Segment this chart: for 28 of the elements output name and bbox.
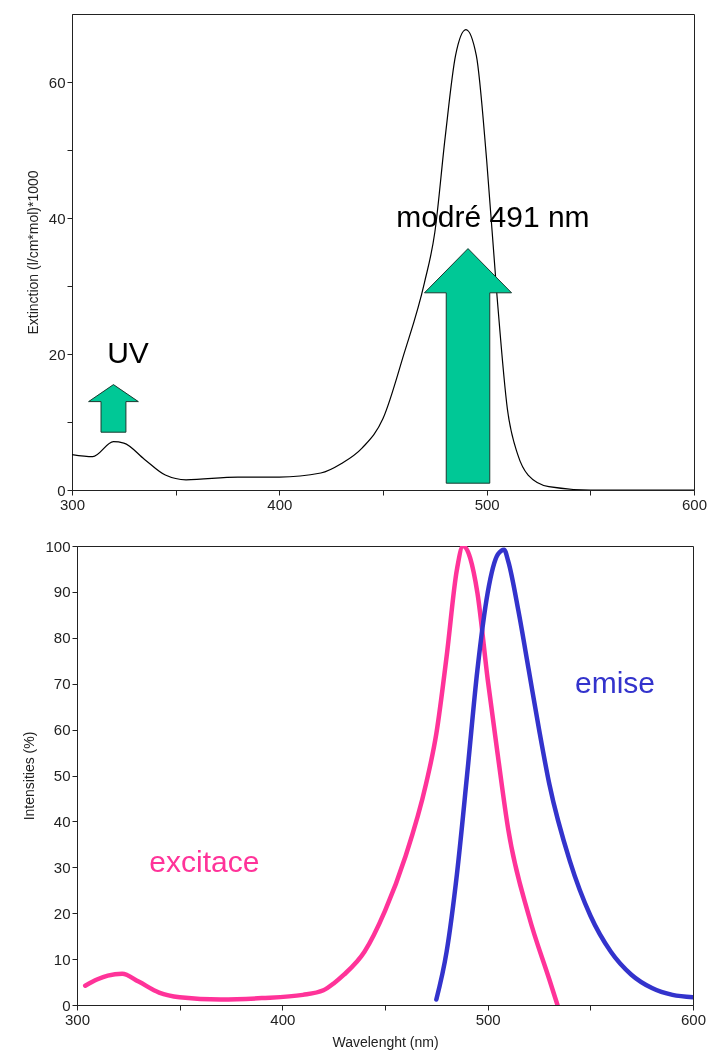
y-tick-label: 20	[53, 904, 71, 922]
y-tick-label: 10	[53, 950, 71, 968]
y-tick-label: 40	[48, 209, 66, 227]
x-tick-label: 400	[270, 1010, 296, 1028]
y-axis-title: Extinction (l/cm*mol)*1000	[24, 170, 41, 335]
y-tick-label: 100	[45, 537, 71, 555]
text: excitace	[149, 844, 260, 878]
y-tick-label: 40	[53, 812, 71, 830]
x-tick-label: 600	[680, 1010, 707, 1028]
x-axis-title: Wavelenght (nm)	[332, 1033, 439, 1050]
y-tick-label: 70	[53, 675, 71, 693]
line-series	[72, 29, 694, 490]
annotation: UV	[107, 336, 149, 369]
y-tick-label: 60	[48, 73, 66, 91]
line-series	[82, 546, 560, 1005]
y-tick-label: 90	[53, 583, 71, 601]
y-axis-title: Intensities (%)	[21, 731, 38, 821]
y-tick-label: 50	[53, 767, 71, 784]
series-label: emise	[574, 665, 655, 699]
y-tick-label: 80	[53, 629, 71, 647]
y-tick-label: 30	[53, 858, 71, 876]
x-tick-label: 400	[267, 495, 293, 513]
y-tick-label: 60	[53, 721, 71, 739]
x-tick-label: 500	[474, 495, 500, 513]
line-series	[434, 547, 693, 1002]
x-tick-label: 500	[475, 1010, 501, 1028]
y-tick-label: 20	[48, 345, 66, 363]
x-tick-label: 600	[681, 495, 708, 513]
